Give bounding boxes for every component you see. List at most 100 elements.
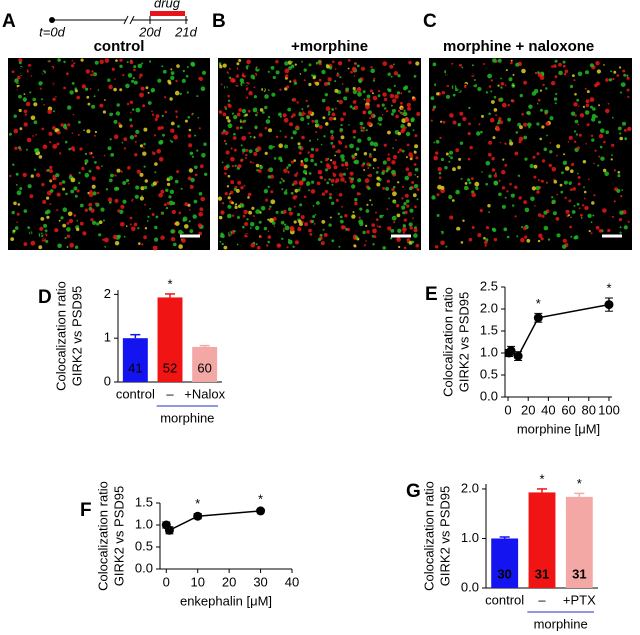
micrograph-puncta [266, 244, 269, 247]
micrograph-puncta [196, 149, 199, 152]
bar [192, 346, 218, 382]
micrograph-puncta [275, 70, 280, 75]
micrograph-puncta [549, 142, 552, 144]
micrograph-puncta [49, 203, 52, 206]
micrograph-puncta [302, 169, 307, 174]
micrograph-puncta [282, 179, 285, 183]
panel-letter: G [406, 481, 421, 502]
micrograph-puncta [94, 161, 97, 164]
micrograph-puncta [577, 71, 583, 77]
micrograph-puncta [255, 67, 260, 72]
micrograph-puncta [171, 201, 176, 205]
micrograph-puncta [137, 227, 140, 230]
micrograph-puncta [592, 107, 596, 111]
micrograph-puncta [416, 188, 420, 191]
micrograph-puncta [143, 127, 148, 132]
micrograph-puncta [435, 245, 439, 249]
micrograph-puncta [404, 175, 410, 181]
micrograph-puncta [265, 198, 269, 202]
micrograph-puncta [125, 83, 130, 89]
micrograph-puncta [23, 242, 28, 247]
micrograph-puncta [338, 245, 341, 248]
micrograph-puncta [540, 237, 544, 241]
micrograph-puncta [332, 173, 337, 177]
micrograph-puncta [293, 180, 298, 185]
micrograph-puncta [554, 102, 557, 105]
micrograph-puncta [230, 190, 234, 194]
micrograph-puncta [362, 230, 366, 235]
micrograph-puncta [197, 116, 200, 119]
micrograph-puncta [15, 82, 20, 88]
micrograph-puncta [240, 186, 244, 190]
micrograph-puncta [246, 87, 250, 92]
micrograph-puncta [170, 229, 175, 234]
micrograph-puncta [308, 82, 312, 87]
bar [122, 338, 148, 382]
micrograph-puncta [488, 211, 490, 214]
micrograph-puncta [290, 227, 295, 232]
micrograph-puncta [189, 184, 194, 189]
micrograph-puncta [170, 71, 175, 75]
micrograph-puncta [13, 201, 17, 206]
micrograph-puncta [363, 152, 368, 156]
micrograph-puncta [298, 145, 302, 149]
micrograph-puncta [166, 182, 171, 187]
panel-title: control [94, 38, 145, 55]
micrograph-puncta [139, 196, 144, 201]
micrograph-puncta [84, 159, 89, 164]
micrograph-puncta [309, 153, 315, 159]
micrograph-puncta [57, 58, 61, 62]
micrograph-puncta [512, 84, 515, 87]
micrograph-puncta [235, 74, 240, 78]
micrograph-puncta [605, 130, 609, 134]
micrograph-puncta [449, 215, 454, 220]
micrograph-puncta [346, 167, 349, 170]
micrograph-puncta [375, 211, 377, 214]
micrograph-puncta [523, 80, 527, 85]
micrograph-puncta [163, 203, 167, 207]
micrograph-puncta [180, 187, 183, 190]
micrograph-puncta [446, 94, 450, 99]
micrograph-puncta [475, 186, 479, 190]
micrograph-puncta [301, 60, 303, 63]
x-tick-label: 80 [582, 402, 596, 417]
micrograph-puncta [18, 58, 23, 63]
micrograph-puncta [123, 235, 126, 238]
micrograph-puncta [259, 108, 264, 112]
micrograph-puncta [199, 207, 204, 212]
y-axis-label: GIRK2 vs PSD95 [111, 486, 126, 586]
micrograph-puncta [310, 189, 316, 194]
micrograph-puncta [432, 62, 437, 67]
micrograph-puncta [66, 72, 69, 76]
micrograph-puncta [352, 86, 356, 91]
micrograph-puncta [600, 128, 605, 133]
micrograph-puncta [82, 231, 87, 236]
micrograph-puncta [74, 194, 78, 198]
micrograph-puncta [558, 70, 563, 76]
micrograph-puncta [332, 60, 335, 64]
micrograph-puncta [49, 189, 54, 193]
y-tick-label: 2.5 [480, 278, 498, 293]
micrograph-puncta [58, 181, 63, 186]
micrograph-puncta [252, 107, 258, 113]
micrograph-puncta [376, 182, 381, 187]
micrograph-puncta [326, 64, 330, 69]
micrograph-puncta [340, 123, 343, 127]
micrograph-puncta [90, 208, 95, 213]
micrograph-puncta [273, 225, 276, 227]
x-tick-label: 60 [561, 402, 575, 417]
micrograph-puncta [358, 216, 361, 219]
micrograph-puncta [390, 75, 393, 78]
micrograph-puncta [104, 237, 109, 243]
micrograph-puncta [578, 207, 581, 210]
micrograph-puncta [397, 131, 401, 136]
micrograph-puncta [372, 158, 377, 162]
x-tick-label: – [166, 386, 174, 401]
micrograph-puncta [297, 188, 301, 192]
micrograph-puncta [30, 75, 33, 77]
micrograph-puncta [328, 110, 331, 114]
micrograph-puncta [188, 220, 191, 223]
micrograph-puncta [61, 180, 66, 184]
micrograph-puncta [514, 215, 517, 218]
micrograph-puncta [490, 90, 493, 93]
